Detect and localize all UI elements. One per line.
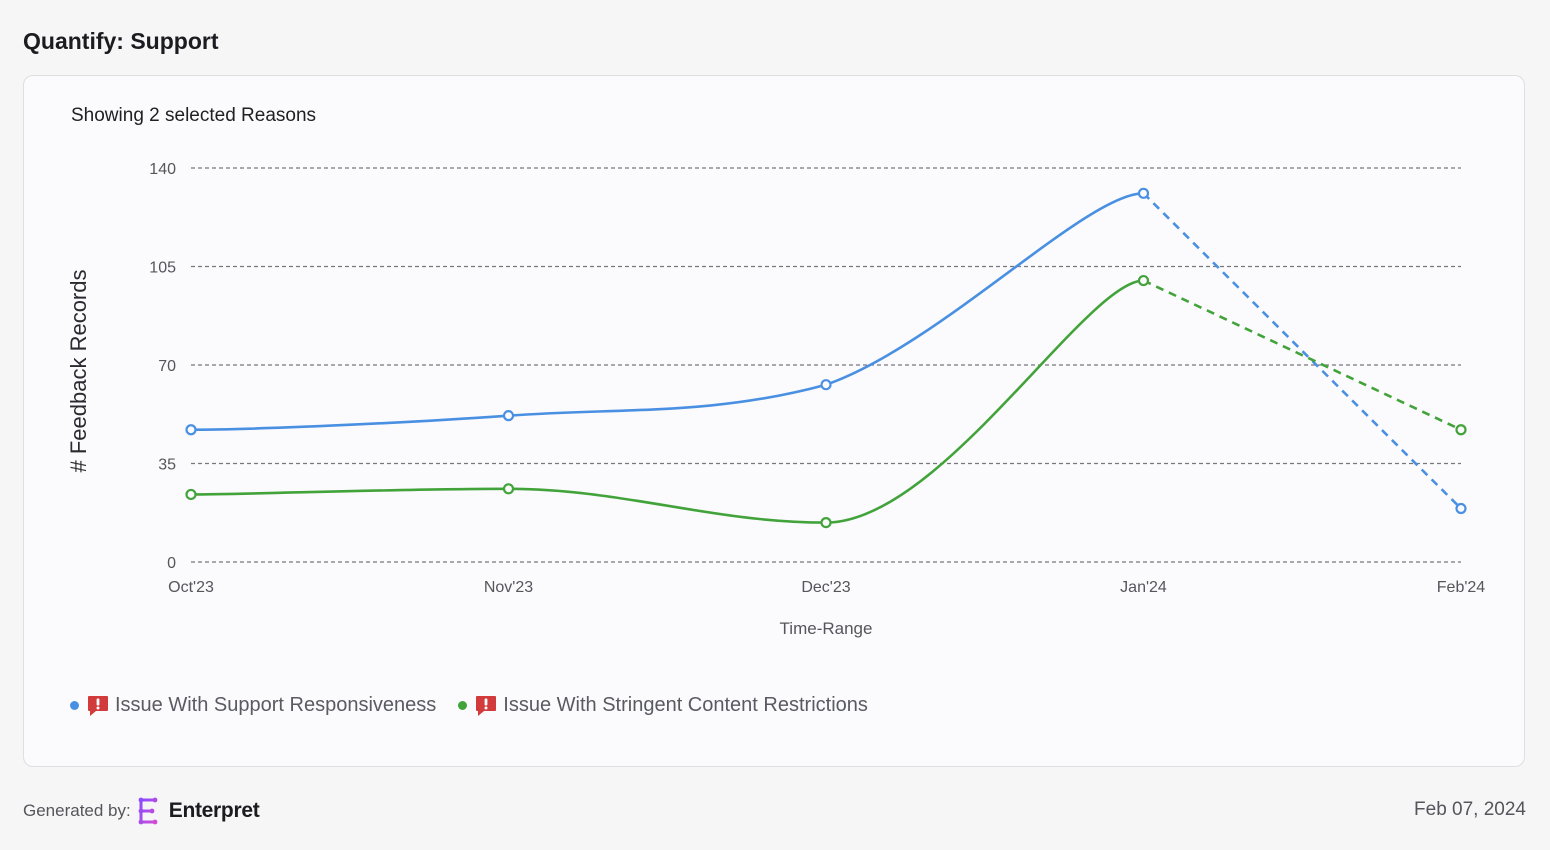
y-axis-ticks: 0 35 70 105 140 [149, 161, 176, 572]
legend-label: Issue With Stringent Content Restriction… [503, 694, 868, 716]
alert-badge-icon [476, 695, 497, 716]
x-axis-ticks: Oct'23 Nov'23 Dec'23 Jan'24 Feb'24 [168, 579, 1485, 596]
data-point[interactable] [1137, 274, 1150, 287]
legend-dot [458, 701, 468, 710]
page-title: Quantify: Support [23, 28, 219, 54]
chart-subtitle: Showing 2 selected Reasons [71, 105, 317, 126]
legend-label: Issue With Support Responsiveness [115, 694, 437, 716]
x-tick-label: Oct'23 [168, 579, 214, 596]
series-points [185, 187, 1467, 529]
chart-card: Showing 2 selected Reasons 0 35 70 105 140 O… [23, 75, 1525, 767]
legend-item-support-responsiveness[interactable]: Issue With Support Responsiveness [70, 694, 436, 717]
data-point[interactable] [185, 488, 197, 501]
data-point[interactable] [502, 483, 515, 495]
legend-dot [70, 701, 79, 710]
series-projection-line [1142, 192, 1462, 510]
y-axis-title: # Feedback Records [66, 270, 91, 473]
y-tick-label: 35 [158, 457, 176, 474]
report-date: Feb 07, 2024 [1414, 799, 1526, 820]
data-point[interactable] [1137, 187, 1150, 199]
data-point[interactable] [185, 424, 197, 436]
gridlines [191, 167, 1461, 563]
alert-badge-icon [88, 695, 108, 716]
series-projection-line [1142, 279, 1462, 431]
x-tick-label: Nov'23 [484, 579, 533, 596]
generated-by-label: Generated by: [23, 801, 131, 820]
data-point[interactable] [1455, 424, 1467, 436]
series-lines [190, 192, 1462, 524]
line-chart: 0 35 70 105 140 Oct'23 Nov'23 Dec'23 Jan'24 Feb'… [66, 161, 1485, 638]
data-point[interactable] [820, 517, 832, 529]
y-tick-label: 140 [149, 161, 176, 178]
data-point[interactable] [1455, 502, 1467, 515]
brand-name: Enterpret [168, 799, 260, 822]
enterpret-logo-icon [138, 797, 158, 825]
data-point[interactable] [820, 379, 832, 391]
legend-item-stringent-content[interactable]: Issue With Stringent Content Restriction… [458, 694, 868, 717]
y-tick-label: 105 [149, 260, 176, 277]
data-point[interactable] [502, 410, 515, 422]
y-tick-label: 0 [167, 555, 176, 572]
x-axis-title: Time-Range [780, 619, 873, 638]
x-tick-label: Feb'24 [1437, 579, 1486, 596]
y-tick-label: 70 [158, 358, 176, 375]
x-tick-label: Dec'23 [801, 579, 850, 596]
x-tick-label: Jan'24 [1120, 579, 1167, 596]
chart-legend: Issue With Support Responsiveness Issue … [70, 694, 868, 717]
series-line [190, 192, 1144, 432]
series-line [190, 279, 1144, 524]
footer-generated-by: Generated by: Enterpret [23, 797, 260, 825]
